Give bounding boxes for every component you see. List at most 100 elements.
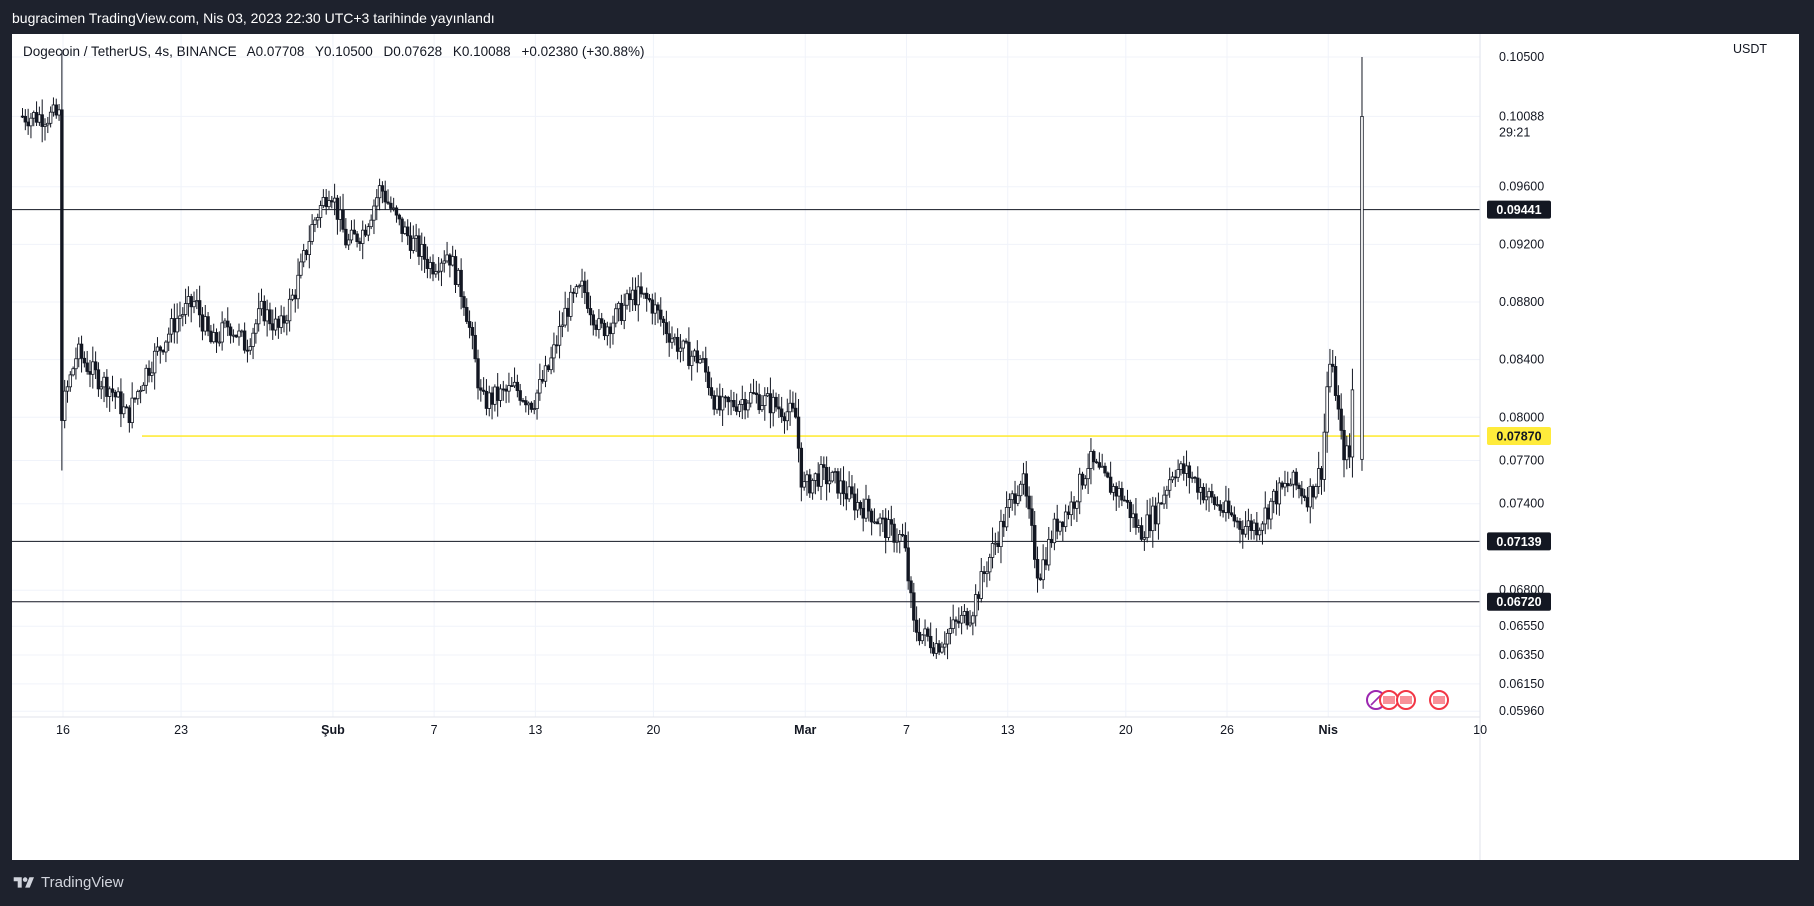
level-price-label: 0.07870 [1496, 430, 1541, 444]
candle [701, 351, 705, 364]
candle [982, 565, 986, 583]
candle [642, 292, 646, 299]
candle [563, 291, 567, 328]
candle [481, 377, 486, 395]
candle [268, 302, 272, 331]
candle [107, 386, 112, 412]
candle [802, 471, 806, 491]
candle [389, 196, 393, 213]
price-tick-label: 0.09600 [1499, 180, 1544, 194]
candle [1139, 517, 1144, 542]
candle [1288, 478, 1293, 487]
candle [1024, 461, 1028, 508]
chart-frame[interactable]: 0.10500 0.10088 0.09600 0.09200 0.08800 0.084… [12, 34, 1799, 860]
candle [1221, 501, 1225, 518]
candle [1148, 498, 1152, 538]
candle [830, 470, 834, 483]
candlestick-chart[interactable]: 0.10500 0.10088 0.09600 0.09200 0.08800 0.084… [12, 34, 1799, 860]
candle [507, 372, 511, 403]
price-axis[interactable]: 0.10500 0.10088 0.09600 0.09200 0.08800 0.084… [1487, 50, 1551, 718]
candle [678, 334, 683, 363]
time-tick-label: 13 [528, 723, 542, 737]
candle [1328, 348, 1332, 393]
candle [431, 254, 435, 282]
candle [462, 291, 466, 316]
candle [237, 323, 241, 346]
candle [167, 327, 171, 352]
candle [397, 213, 401, 226]
candle [43, 118, 47, 141]
event-flags[interactable] [1366, 690, 1449, 710]
candle [839, 468, 843, 505]
candle [886, 510, 891, 541]
price-tick-label: 0.10088 [1499, 109, 1544, 123]
candle [794, 392, 798, 419]
time-tick-label: 16 [56, 723, 70, 737]
candle [1106, 471, 1110, 479]
candle [1142, 531, 1147, 551]
candle [127, 405, 132, 433]
candle [504, 384, 508, 404]
candle [1027, 486, 1031, 519]
candle [476, 349, 480, 400]
candle [231, 329, 236, 343]
tradingview-logo-icon [13, 876, 34, 888]
candle [1083, 475, 1088, 489]
candle [571, 288, 576, 303]
candle [377, 178, 382, 211]
candle [805, 470, 809, 496]
horizontal-levels[interactable] [12, 209, 1480, 603]
level-price-label: 0.07139 [1496, 535, 1541, 549]
time-axis[interactable]: 16 23 Şub 7 13 20 Mar 7 13 20 26 Nis 10 [56, 723, 1487, 737]
candle [60, 49, 64, 471]
candle [1153, 497, 1158, 532]
candle [1128, 499, 1133, 532]
ohlc-close: K0.10088 [452, 44, 511, 59]
publish-info: bugracimen TradingView.com, Nis 03, 2023… [12, 10, 495, 26]
candle [57, 103, 61, 121]
candle [366, 223, 371, 242]
candle [147, 360, 151, 383]
candle [495, 373, 500, 417]
candle [1092, 449, 1096, 471]
candle [363, 224, 368, 238]
time-tick-label: 23 [174, 723, 188, 737]
currency-label[interactable]: USDT [1733, 42, 1768, 56]
candle [945, 628, 950, 660]
price-tick-label: 0.07400 [1499, 497, 1544, 511]
candle [1204, 483, 1208, 511]
candle [605, 321, 610, 346]
candle [346, 233, 351, 250]
level-price-tag [1487, 532, 1551, 551]
candle [855, 488, 860, 518]
candle [757, 383, 761, 414]
candle [920, 634, 924, 644]
candle [569, 284, 573, 321]
candle [1235, 517, 1239, 529]
time-tick-label: 20 [1119, 723, 1133, 737]
candle [301, 243, 306, 268]
candle [979, 557, 983, 603]
candle [316, 213, 320, 228]
candle [580, 268, 584, 298]
tradingview-logo[interactable]: TradingView [12, 874, 124, 891]
candle [931, 641, 936, 657]
candle [1210, 483, 1214, 504]
publish-header: bugracimen TradingView.com, Nis 03, 2023… [0, 0, 1814, 34]
candle [1156, 492, 1161, 540]
candle [574, 284, 579, 298]
us-flag-stripes [1400, 696, 1412, 704]
candle [105, 369, 109, 408]
candle [361, 220, 365, 260]
candle [628, 286, 632, 313]
candle [869, 508, 874, 536]
candle [647, 294, 652, 303]
candle [352, 219, 356, 235]
candle [155, 337, 160, 356]
candle [763, 387, 767, 421]
candle [704, 346, 708, 382]
candle [327, 190, 331, 210]
candle [1041, 544, 1045, 589]
candle [20, 108, 25, 119]
time-tick-label: 7 [431, 723, 438, 737]
